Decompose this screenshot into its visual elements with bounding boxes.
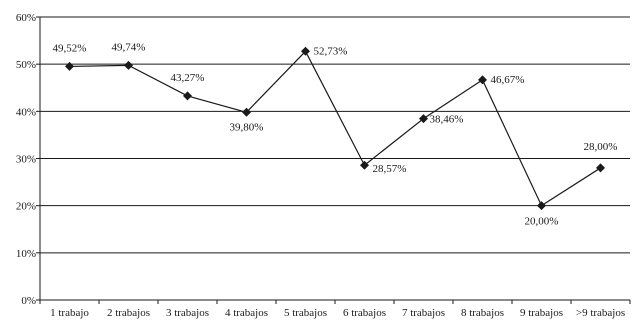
data-point-4 xyxy=(301,46,310,56)
y-tick-label: 20% xyxy=(16,201,36,213)
series-line-path xyxy=(69,50,601,207)
data-label: 46,67% xyxy=(491,74,525,86)
grid-lines xyxy=(40,16,630,254)
data-label: 20,00% xyxy=(525,216,559,228)
x-tick-label: 9 trabajos xyxy=(520,307,563,319)
data-label: 43,27% xyxy=(171,72,205,84)
series-line xyxy=(69,50,601,207)
x-tick-label: 5 trabajos xyxy=(284,307,327,319)
data-label: 52,73% xyxy=(314,45,348,57)
x-tick-label: >9 trabajos xyxy=(576,307,625,319)
data-point-9 xyxy=(596,163,605,173)
x-tick-label: 6 trabajos xyxy=(343,307,386,319)
data-point-2 xyxy=(183,91,192,101)
data-label: 39,80% xyxy=(230,121,264,133)
y-tick-label: 40% xyxy=(16,106,36,118)
data-point-3 xyxy=(242,107,251,117)
x-tick-label: 2 trabajos xyxy=(107,307,150,319)
x-tick-label: 1 trabajo xyxy=(50,307,89,319)
data-point-7 xyxy=(478,75,487,85)
y-tick-label: 0% xyxy=(21,295,36,307)
series-markers xyxy=(65,46,605,211)
data-point-6 xyxy=(419,114,428,124)
data-labels: 49,52% 49,74% 43,27% 39,80% 52,73% 28,57% 38,4… xyxy=(53,41,618,227)
y-tick-labels: 0% 10% 20% 30% 40% 50% 60% xyxy=(16,12,36,307)
x-tick-labels: 1 trabajo 2 trabajos 3 trabajos 4 trabajos 5… xyxy=(50,307,625,319)
y-tick-label: 50% xyxy=(16,59,36,71)
data-label: 28,00% xyxy=(584,141,618,153)
y-tick-label: 60% xyxy=(16,12,36,24)
axes xyxy=(36,16,631,304)
data-label: 38,46% xyxy=(430,114,464,126)
data-label: 49,52% xyxy=(53,42,87,54)
data-point-0 xyxy=(65,61,74,71)
y-tick-label: 10% xyxy=(16,248,36,260)
x-tick-label: 3 trabajos xyxy=(166,307,209,319)
data-label: 49,74% xyxy=(112,41,146,53)
data-label: 28,57% xyxy=(373,163,407,175)
data-point-8 xyxy=(537,201,546,211)
x-tick-label: 7 trabajos xyxy=(402,307,445,319)
y-tick-label: 30% xyxy=(16,154,36,166)
data-point-5 xyxy=(360,160,369,170)
data-point-1 xyxy=(124,60,133,70)
x-tick-label: 8 trabajos xyxy=(461,307,504,319)
x-tick-label: 4 trabajos xyxy=(225,307,268,319)
